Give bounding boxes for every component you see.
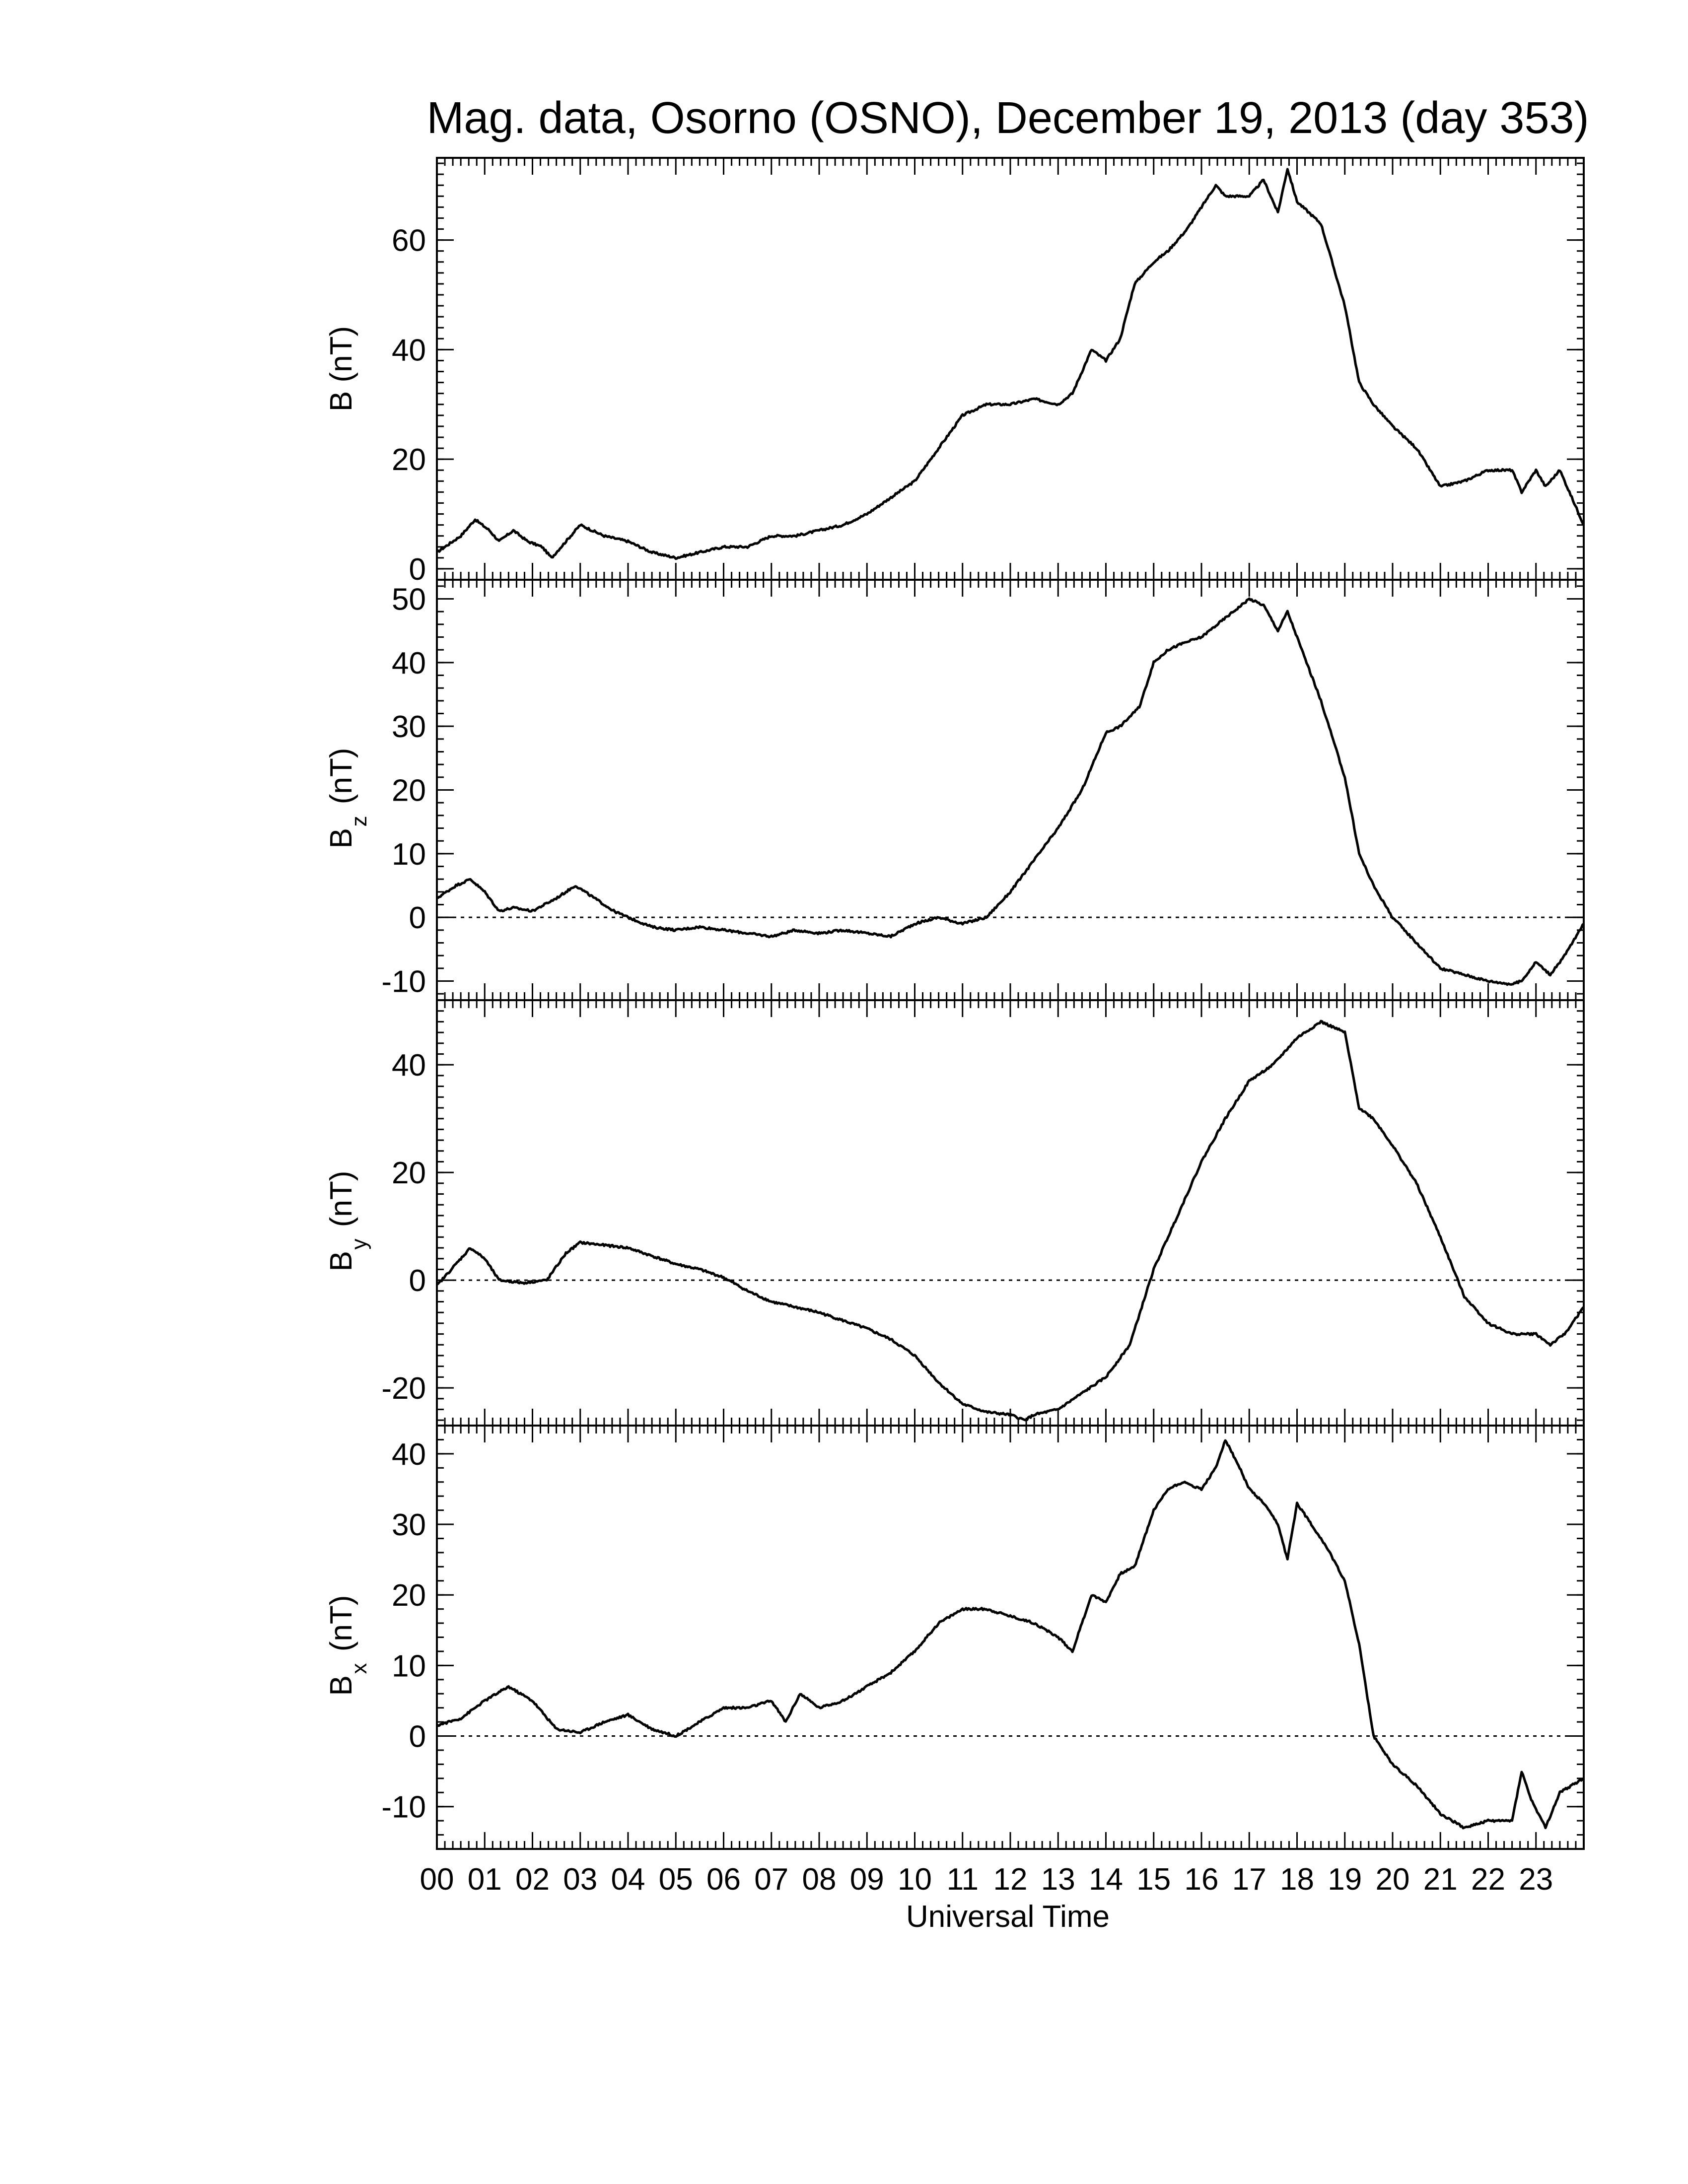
x-tick-label: 14 bbox=[1089, 1862, 1123, 1897]
panel-bx-y-tick-label: 40 bbox=[392, 1437, 426, 1472]
panel-b-y-tick-label: 0 bbox=[409, 552, 426, 587]
panel-by-frame bbox=[436, 999, 1585, 1427]
x-axis-label: Universal Time bbox=[906, 1900, 1110, 1934]
panel-bx-ylabel-unit: (nT) bbox=[324, 1595, 358, 1660]
panel-b-y-tick-label: 60 bbox=[392, 224, 426, 258]
panel-by-y-tick-label: 20 bbox=[392, 1156, 426, 1190]
panel-bx: B x (nT) -10 0 10 20 30 40 bbox=[324, 1425, 1585, 1850]
x-tick-label: 15 bbox=[1136, 1862, 1171, 1897]
x-tick-label: 17 bbox=[1232, 1862, 1266, 1897]
panel-bx-ylabel-main: B bbox=[324, 1675, 358, 1696]
panel-b-frame bbox=[436, 157, 1585, 581]
panel-by: B y (nT) -20 0 20 40 bbox=[324, 999, 1585, 1427]
panel-bz-y-tick-label: 50 bbox=[392, 583, 426, 617]
panel-bz-ylabel-unit: (nT) bbox=[324, 748, 358, 813]
x-tick-label: 09 bbox=[850, 1862, 884, 1897]
x-tick-label: 00 bbox=[420, 1862, 454, 1897]
x-tick-label: 21 bbox=[1423, 1862, 1458, 1897]
panel-by-y-tick-label: 0 bbox=[409, 1264, 426, 1298]
x-tick-label: 22 bbox=[1471, 1862, 1505, 1897]
panel-bz-ylabel-sub: z bbox=[347, 816, 371, 827]
panel-bx-y-tick-label: 10 bbox=[392, 1649, 426, 1683]
x-tick-label: 07 bbox=[754, 1862, 788, 1897]
panel-bz-y-tick-label: -10 bbox=[381, 965, 426, 999]
x-tick-label: 08 bbox=[802, 1862, 837, 1897]
x-tick-label: 05 bbox=[659, 1862, 693, 1897]
panel-bx-y-tick-label: 20 bbox=[392, 1578, 426, 1613]
x-tick-label: 11 bbox=[947, 1862, 979, 1897]
x-tick-label: 16 bbox=[1185, 1862, 1219, 1897]
panel-by-y-tick-label: -20 bbox=[381, 1371, 426, 1406]
panel-bx-y-tick-label: 30 bbox=[392, 1508, 426, 1542]
panel-by-ylabel-main: B bbox=[324, 1251, 358, 1271]
x-tick-label: 04 bbox=[611, 1862, 645, 1897]
panel-bz-y-tick-label: 10 bbox=[392, 837, 426, 872]
x-tick-label: 12 bbox=[993, 1862, 1028, 1897]
x-tick-label: 19 bbox=[1328, 1862, 1362, 1897]
panel-by-ylabel-unit: (nT) bbox=[324, 1171, 358, 1236]
panel-bz-y-tick-label: 40 bbox=[392, 646, 426, 681]
panel-by-ylabel-sub: y bbox=[347, 1239, 371, 1250]
x-tick-label: 10 bbox=[898, 1862, 932, 1897]
panel-b-ylabel-group: B (nT) bbox=[324, 326, 358, 411]
x-tick-label: 02 bbox=[515, 1862, 550, 1897]
panel-bx-y-tick-label: -10 bbox=[381, 1790, 426, 1825]
panel-b-ylabel: B (nT) bbox=[324, 326, 358, 411]
panel-bz-y-tick-label: 20 bbox=[392, 774, 426, 808]
panel-bx-series-line bbox=[436, 1439, 1585, 1830]
panel-bx-ylabel-sub: x bbox=[347, 1663, 371, 1674]
panel-bz-y-tick-label: 0 bbox=[409, 901, 426, 935]
panel-b-y-tick-label: 40 bbox=[392, 333, 426, 367]
x-tick-label: 06 bbox=[706, 1862, 741, 1897]
x-tick-label: 20 bbox=[1376, 1862, 1410, 1897]
x-tick-labels: 00 01 02 03 04 05 06 07 08 09 10 11 12 13 14 15 16 17 18 19… bbox=[420, 1862, 1553, 1897]
panel-bz-ylabel-group: B z (nT) bbox=[324, 748, 371, 849]
panel-bz-series-line bbox=[436, 597, 1585, 986]
x-tick-label: 13 bbox=[1041, 1862, 1075, 1897]
chart-title: Mag. data, Osorno (OSNO), December 19, 2… bbox=[426, 93, 1589, 143]
panel-by-y-tick-label: 40 bbox=[392, 1048, 426, 1083]
panel-bz: B z (nT) -10 0 10 20 30 40 50 bbox=[324, 579, 1585, 1001]
panel-bx-frame bbox=[436, 1425, 1585, 1850]
x-tick-label: 23 bbox=[1519, 1862, 1553, 1897]
x-tick-label: 01 bbox=[468, 1862, 502, 1897]
panel-b: B (nT) 0 20 40 60 bbox=[324, 157, 1585, 587]
panel-b-y-tick-label: 20 bbox=[392, 443, 426, 477]
x-tick-label: 18 bbox=[1280, 1862, 1314, 1897]
x-tick-label: 03 bbox=[563, 1862, 597, 1897]
panel-by-ylabel-group: B y (nT) bbox=[324, 1171, 371, 1272]
panel-bz-y-tick-label: 30 bbox=[392, 710, 426, 744]
panel-bx-ylabel-group: B x (nT) bbox=[324, 1595, 371, 1696]
panel-by-series-line bbox=[436, 1020, 1585, 1422]
panel-b-series-line bbox=[436, 168, 1585, 560]
panel-bz-ylabel-main: B bbox=[324, 828, 358, 848]
panel-bx-y-tick-label: 0 bbox=[409, 1720, 426, 1754]
